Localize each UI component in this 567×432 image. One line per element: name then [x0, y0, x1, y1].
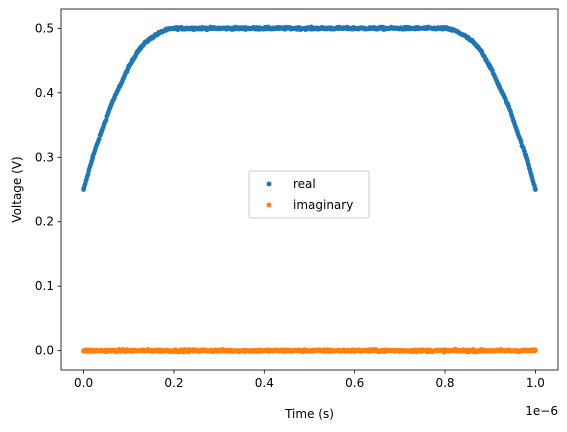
series-imaginary — [81, 346, 538, 355]
x-axis-label: Time (s) — [284, 407, 334, 421]
x-tick-label: 0.4 — [255, 376, 274, 390]
legend-marker-real — [266, 181, 272, 187]
x-tick-label: 0.2 — [164, 376, 183, 390]
legend-marker-imaginary — [266, 202, 272, 208]
scatter-point-real — [97, 136, 102, 142]
y-tick-label: 0.4 — [35, 86, 54, 100]
scatter-point-real — [518, 140, 524, 145]
y-axis-ticks: 0.0 0.1 0.2 0.3 0.4 0.5 — [35, 21, 61, 358]
series-layer — [81, 24, 538, 355]
y-tick-label: 0.2 — [35, 215, 54, 229]
y-tick-label: 0.5 — [35, 21, 54, 35]
x-tick-label: 0.0 — [74, 376, 93, 390]
y-tick-label: 0.3 — [35, 150, 54, 164]
legend-label-imaginary: imaginary — [293, 198, 353, 212]
legend: real imaginary — [248, 170, 370, 219]
plot-frame — [60, 8, 559, 371]
scatter-point-real — [103, 117, 109, 123]
x-tick-label: 0.6 — [345, 376, 364, 390]
x-tick-label: 0.8 — [435, 376, 454, 390]
legend-box — [248, 170, 370, 219]
x-axis-scale-label: 1e−6 — [525, 404, 558, 418]
y-tick-label: 0.1 — [35, 279, 54, 293]
y-tick-label: 0.0 — [35, 344, 54, 358]
x-tick-label: 1.0 — [526, 376, 545, 390]
series-real — [81, 24, 538, 192]
scatter-point-real — [533, 187, 538, 192]
scatter-point-imaginary — [533, 347, 538, 352]
legend-label-real: real — [293, 177, 316, 191]
y-axis-label: Voltage (V) — [10, 156, 24, 222]
x-axis-ticks: 0.0 0.2 0.4 0.6 0.8 1.0 — [74, 370, 545, 390]
